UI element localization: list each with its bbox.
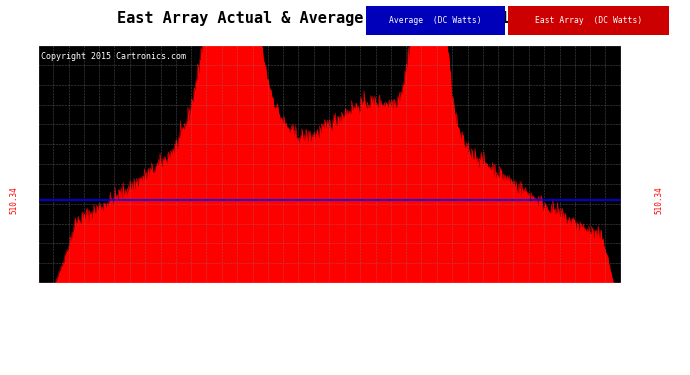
Text: East Array  (DC Watts): East Array (DC Watts) (535, 16, 642, 25)
Bar (366, 6, 505, 34)
Text: 510.34: 510.34 (9, 186, 19, 214)
Text: 510.34: 510.34 (654, 186, 664, 214)
Text: East Array Actual & Average Power Thu May 14 19:54: East Array Actual & Average Power Thu Ma… (117, 11, 573, 26)
Text: Average  (DC Watts): Average (DC Watts) (389, 16, 482, 25)
Bar (509, 6, 669, 34)
Text: Copyright 2015 Cartronics.com: Copyright 2015 Cartronics.com (41, 52, 186, 61)
